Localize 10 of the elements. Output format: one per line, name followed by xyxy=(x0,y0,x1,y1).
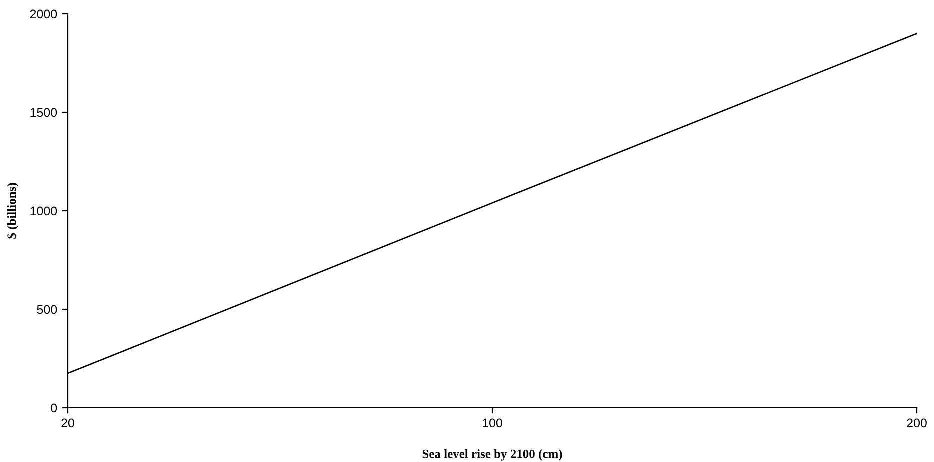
x-tick-label: 100 xyxy=(483,418,502,428)
y-tick-label: 1000 xyxy=(30,206,58,216)
y-tick-label: 0 xyxy=(51,404,58,413)
y-tick-label: 1500 xyxy=(30,108,58,118)
y-tick-label: 2000 xyxy=(30,10,58,19)
x-tick-label: 200 xyxy=(907,418,927,428)
y-tick-label: 500 xyxy=(37,305,58,314)
x-tick-label: 20 xyxy=(62,418,74,428)
y-axis-title: $ (billions) xyxy=(6,183,19,239)
x-axis-title: Sea level rise by 2100 (cm) xyxy=(422,450,562,461)
